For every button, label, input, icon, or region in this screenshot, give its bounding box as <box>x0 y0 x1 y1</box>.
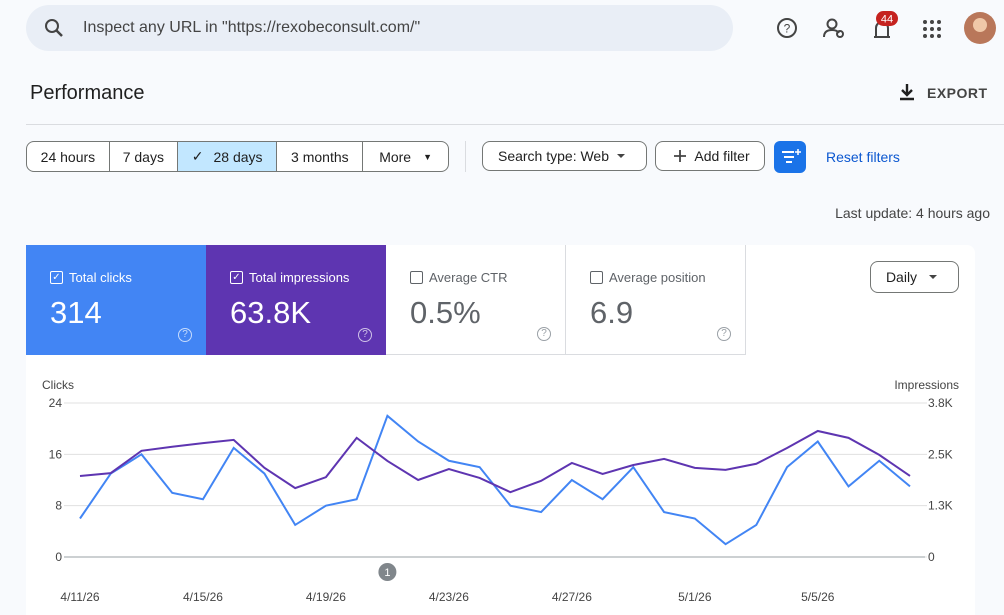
dropdown-arrow <box>929 275 938 279</box>
metric-label: Average position <box>590 270 706 285</box>
metric-card[interactable]: ✓ Total clicks 314? <box>26 245 206 355</box>
granularity-button[interactable]: Daily <box>870 261 959 293</box>
plus-icon <box>674 150 687 162</box>
dropdown-arrow <box>617 154 626 158</box>
metric-label-text: Average position <box>609 270 706 285</box>
metric-value: 314 <box>50 295 102 330</box>
badge <box>876 11 898 26</box>
search-type-button[interactable]: Search type: Web <box>482 141 647 171</box>
dropdown-arrow: ▼ <box>423 151 433 162</box>
export-icon <box>900 84 914 101</box>
date-range-selector: 24 hours 7 days ✓ 28 days 3 months More ▼ <box>26 141 449 172</box>
checkbox <box>590 271 603 284</box>
search-type-label: Search type: Web <box>497 148 610 164</box>
metric-value: 63.8K <box>230 295 312 330</box>
range-label: 28 days <box>213 148 263 165</box>
reset-filters[interactable]: Reset filters <box>826 149 900 165</box>
separator <box>465 141 466 172</box>
range-label: 7 days <box>122 148 164 165</box>
range-option[interactable]: 3 months <box>277 142 364 171</box>
range-label: 24 hours <box>40 148 96 165</box>
checkbox: ✓ <box>50 271 63 284</box>
users-icon[interactable] <box>826 18 838 30</box>
add-filter-button[interactable]: Add filter <box>655 141 765 171</box>
page-title: Performance <box>30 82 145 104</box>
metric-label-text: Average CTR <box>429 270 508 285</box>
apps-icon[interactable] <box>923 20 941 38</box>
metric-card[interactable]: Average CTR 0.5%? <box>386 245 566 355</box>
range-option[interactable]: 7 days <box>110 142 178 171</box>
metric-value: 0.5% <box>410 295 481 330</box>
help-icon: ? <box>717 327 731 341</box>
metric-card[interactable]: ✓ Total impressions 63.8K? <box>206 245 386 355</box>
help-icon[interactable] <box>777 18 797 38</box>
help-icon: ? <box>537 327 551 341</box>
divider <box>26 124 1004 125</box>
metric-label: ✓ Total clicks <box>50 270 132 285</box>
range-option[interactable]: 24 hours <box>27 142 110 171</box>
range-label: 3 months <box>291 148 349 165</box>
toolbar-icons: ? 44 <box>777 11 996 44</box>
check-icon: ✓ <box>191 148 204 164</box>
checkbox: ✓ <box>230 271 243 284</box>
search-placeholder: Inspect any URL in "https://rexobeconsul… <box>83 19 421 36</box>
search-bar[interactable]: Inspect any URL in "https://rexobeconsul… <box>26 5 733 51</box>
metric-card[interactable]: Average position 6.9? <box>566 245 746 355</box>
metric-label-text: Total impressions <box>249 270 350 285</box>
last-update: Last update: 4 hours ago <box>835 205 990 221</box>
badge-count: 44 <box>881 14 893 26</box>
range-label: More <box>379 148 412 165</box>
help-icon: ? <box>358 328 372 342</box>
metric-label-text: Total clicks <box>69 270 132 285</box>
metric-label: ✓ Total impressions <box>230 270 349 285</box>
range-option[interactable]: More ▼ <box>363 142 448 171</box>
search-icon <box>45 19 63 37</box>
range-option[interactable]: ✓ 28 days <box>177 142 278 171</box>
metric-label: Average CTR <box>410 270 508 285</box>
help-icon: ? <box>178 328 192 342</box>
add-filter-label: Add filter <box>694 148 750 164</box>
svg-text:?: ? <box>784 22 791 36</box>
metric-value: 6.9 <box>590 295 634 330</box>
checkbox <box>410 271 423 284</box>
filter-toggle[interactable] <box>774 141 806 173</box>
export-button[interactable]: EXPORT <box>927 85 988 101</box>
granularity-label: Daily <box>885 269 918 285</box>
